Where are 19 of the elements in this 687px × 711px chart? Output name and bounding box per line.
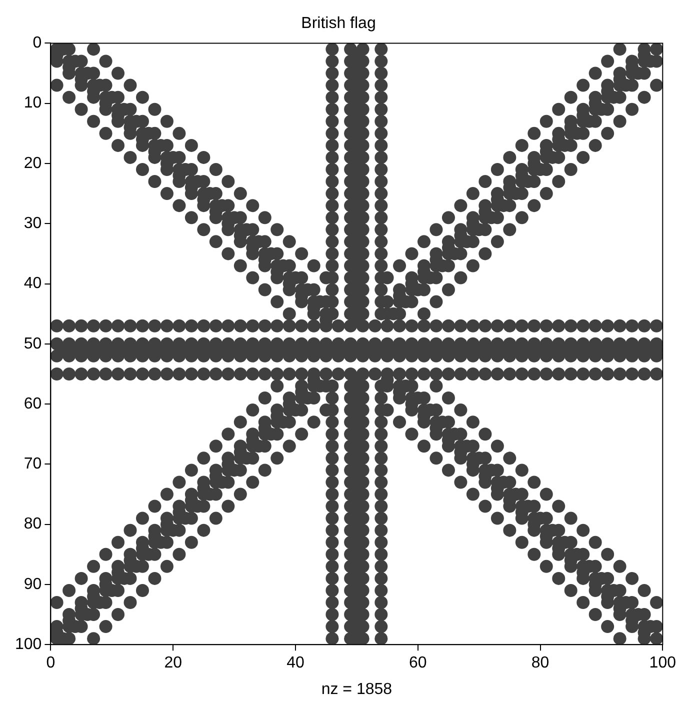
x-tick-label: 0 bbox=[46, 654, 56, 672]
x-tick-label: 20 bbox=[164, 654, 182, 672]
x-tick-label: 80 bbox=[531, 654, 550, 672]
y-tick-label: 0 bbox=[32, 34, 42, 52]
x-tick-label: 40 bbox=[286, 654, 304, 672]
y-tick-label: 100 bbox=[14, 636, 42, 654]
y-tick-label: 70 bbox=[24, 456, 42, 473]
x-tick-label: 60 bbox=[408, 654, 427, 672]
y-tick-label: 30 bbox=[24, 215, 42, 232]
y-tick-label: 90 bbox=[24, 576, 42, 593]
y-tick-label: 80 bbox=[24, 516, 42, 533]
chart-title: British flag bbox=[301, 15, 376, 32]
y-tick-label: 10 bbox=[24, 94, 42, 112]
x-axis-title: nz = 1858 bbox=[321, 680, 392, 698]
y-tick-label: 50 bbox=[24, 335, 42, 352]
y-tick-label: 40 bbox=[24, 275, 42, 292]
y-tick-label: 20 bbox=[24, 154, 42, 172]
x-tick-label: 100 bbox=[649, 654, 676, 672]
y-tick-label: 60 bbox=[24, 395, 42, 412]
